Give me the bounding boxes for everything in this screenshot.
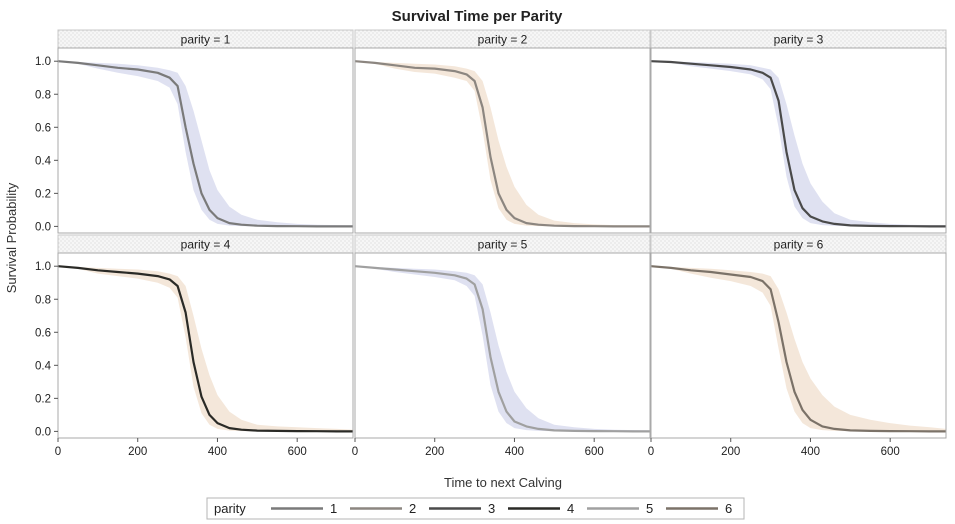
panel-strip-label: parity = 5	[478, 238, 528, 252]
panel-parity-6: parity = 6	[650, 234, 947, 439]
y-tick-label: 0.8	[35, 294, 51, 306]
legend-label-6: 6	[725, 501, 732, 516]
y-tick-label: 1.0	[35, 261, 51, 273]
panel-parity-1: parity = 1	[57, 29, 354, 234]
axes: 0.0 0.2 0.4 0.6 0.8 1.0 0.0 0.2 0.4 0.6 0.8 1.0 0 200…	[35, 56, 900, 458]
panel-parity-4: parity = 4	[57, 234, 354, 439]
panels-grid: parity = 1 parity = 2 parity = 3 parity = 4…	[57, 29, 947, 439]
x-tick-label: 0	[352, 446, 358, 458]
panel-parity-2: parity = 2	[354, 29, 651, 234]
survival-line-parity-2	[354, 60, 650, 228]
y-tick-label: 0.4	[35, 155, 52, 167]
x-tick-label: 200	[721, 446, 740, 458]
plot-frame	[57, 47, 354, 234]
y-axis-label: Survival Probability	[4, 182, 19, 293]
plot-frame	[57, 252, 354, 439]
y-tick-label: 0.8	[35, 89, 51, 101]
y-tick-label: 0.4	[35, 360, 52, 372]
legend: parity 1 2 3 4 5 6	[206, 497, 745, 520]
panel-strip-label: parity = 4	[181, 238, 231, 252]
panel-strip-label: parity = 2	[478, 33, 528, 47]
y-tick-label: 0.2	[35, 188, 51, 200]
y-tick-label: 0.2	[35, 393, 51, 405]
x-tick-label: 400	[801, 446, 820, 458]
legend-label-5: 5	[646, 501, 653, 516]
plot-frame	[354, 47, 651, 234]
confidence-band	[651, 61, 946, 227]
y-tick-label: 0.6	[35, 122, 51, 134]
plot-frame	[650, 47, 947, 234]
panel-strip-label: parity = 3	[774, 33, 824, 47]
x-tick-label: 600	[585, 446, 604, 458]
legend-label-3: 3	[488, 501, 495, 516]
y-tick-label: 1.0	[35, 56, 51, 68]
survival-line-parity-1	[57, 60, 353, 228]
panel-strip-label: parity = 6	[774, 238, 824, 252]
x-tick-label: 400	[505, 446, 524, 458]
survival-line-parity-5	[354, 265, 650, 433]
x-tick-label: 600	[288, 446, 307, 458]
panel-parity-3: parity = 3	[650, 29, 947, 234]
legend-title: parity	[214, 501, 246, 516]
x-tick-label: 400	[208, 446, 227, 458]
legend-label-4: 4	[567, 501, 574, 516]
y-tick-label: 0.0	[35, 221, 51, 233]
confidence-band	[355, 61, 650, 227]
x-tick-label: 200	[128, 446, 147, 458]
y-tick-label: 0.6	[35, 327, 51, 339]
legend-label-2: 2	[409, 501, 416, 516]
x-axis-label: Time to next Calving	[444, 475, 562, 490]
chart-title: Survival Time per Parity	[392, 8, 563, 25]
survival-line-parity-6	[650, 265, 946, 433]
x-tick-label: 0	[55, 446, 61, 458]
x-tick-label: 200	[425, 446, 444, 458]
survival-line-parity-3	[650, 60, 946, 228]
plot-frame	[650, 252, 947, 439]
confidence-band	[355, 266, 650, 432]
x-tick-label: 600	[881, 446, 900, 458]
confidence-band	[58, 61, 353, 227]
x-tick-label: 0	[648, 446, 654, 458]
confidence-band	[58, 266, 353, 432]
panel-parity-5: parity = 5	[354, 234, 651, 439]
plot-frame	[354, 252, 651, 439]
panel-strip-label: parity = 1	[181, 33, 231, 47]
legend-label-1: 1	[330, 501, 337, 516]
y-tick-label: 0.0	[35, 426, 51, 438]
survival-line-parity-4	[57, 265, 353, 433]
